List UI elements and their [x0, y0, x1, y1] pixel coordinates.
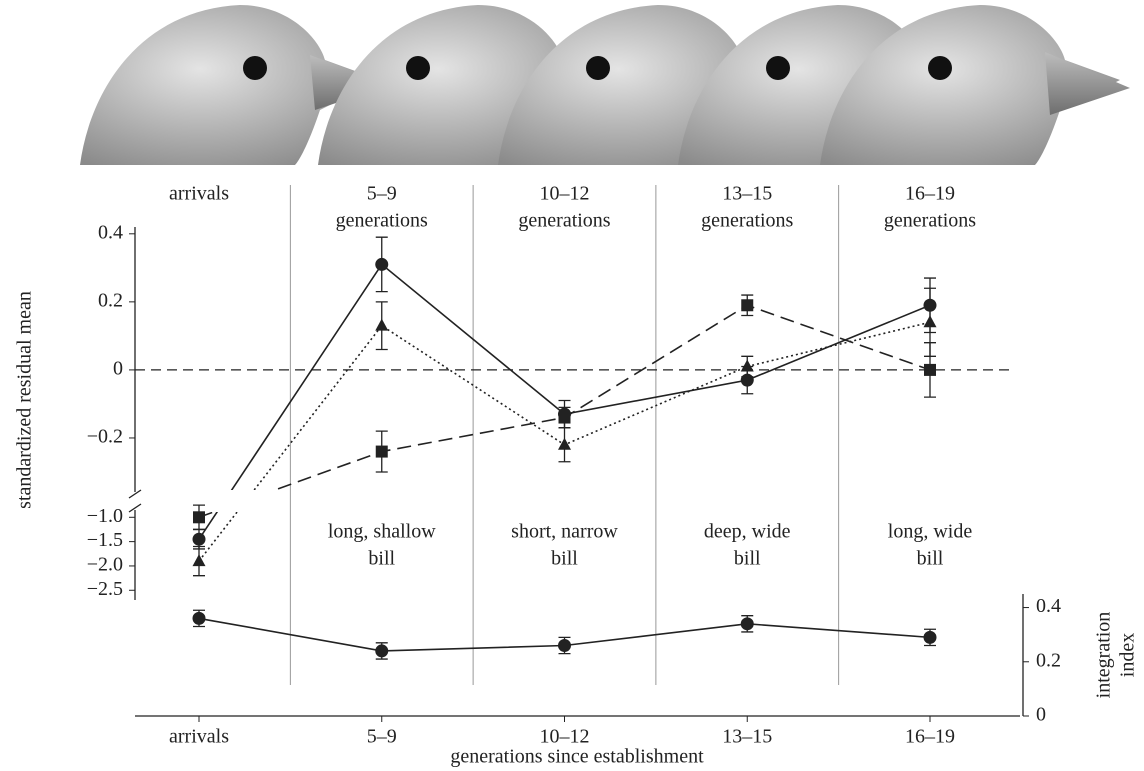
y-tick-label: −0.2 — [87, 426, 123, 448]
panel-title: 10–12 — [540, 183, 590, 205]
y-tick-label: 0 — [113, 358, 123, 380]
marker — [558, 411, 571, 424]
marker — [375, 318, 389, 331]
y2-axis-label: integration — [1093, 612, 1115, 699]
y-tick-label: 0.2 — [98, 289, 123, 311]
y-tick-label: 0.4 — [98, 221, 123, 243]
bill-label: deep, wide — [704, 521, 791, 543]
y-axis-label: standardized residual mean — [14, 291, 36, 509]
marker — [923, 315, 937, 328]
axes — [128, 227, 1024, 717]
panel-title: arrivals — [169, 183, 229, 205]
x-tick-label: 16–19 — [905, 726, 955, 748]
y-tick-label: −2.0 — [87, 554, 123, 576]
y-tick-label: −1.0 — [87, 505, 123, 527]
marker — [375, 644, 389, 658]
y-tick-label: −2.5 — [87, 578, 123, 600]
bird-heads — [80, 5, 1130, 165]
bill-label: bill — [551, 548, 578, 570]
bill-label: bill — [917, 548, 944, 570]
bill-label: long, wide — [888, 521, 973, 543]
panel-title: 5–9 — [367, 183, 397, 205]
bill-label: bill — [368, 548, 395, 570]
marker — [192, 611, 206, 625]
marker — [924, 363, 936, 376]
panel-title: 13–15 — [722, 183, 772, 205]
bill-label: bill — [734, 548, 761, 570]
y-tick-label: −1.5 — [87, 529, 123, 551]
panel-title: generations — [701, 210, 793, 232]
marker — [740, 359, 754, 372]
marker — [558, 437, 571, 450]
y2-tick-label: 0.2 — [1036, 649, 1061, 671]
x-tick-label: 10–12 — [540, 726, 590, 748]
panel-title: generations — [518, 210, 610, 232]
x-tick-label: 13–15 — [722, 726, 772, 748]
marker — [558, 639, 571, 653]
panel-title: generations — [884, 210, 976, 232]
marker — [375, 257, 389, 271]
bill-label: short, narrow — [511, 521, 618, 543]
marker — [192, 554, 206, 567]
y2-axis-label: index — [1117, 633, 1139, 677]
marker — [740, 617, 754, 631]
marker — [375, 445, 388, 458]
y2-tick-label: 0.4 — [1036, 595, 1061, 617]
marker — [923, 630, 937, 644]
panel-title: generations — [336, 210, 428, 232]
y2-tick-label: 0 — [1036, 704, 1046, 726]
x-axis-label: generations since establishment — [450, 746, 704, 768]
x-tick-label: 5–9 — [367, 726, 397, 748]
panel-title: 16–19 — [905, 183, 955, 205]
marker — [193, 511, 205, 524]
bill-label: long, shallow — [328, 521, 436, 543]
x-tick-label: arrivals — [169, 726, 229, 748]
marker — [741, 299, 754, 312]
marker — [192, 532, 206, 546]
